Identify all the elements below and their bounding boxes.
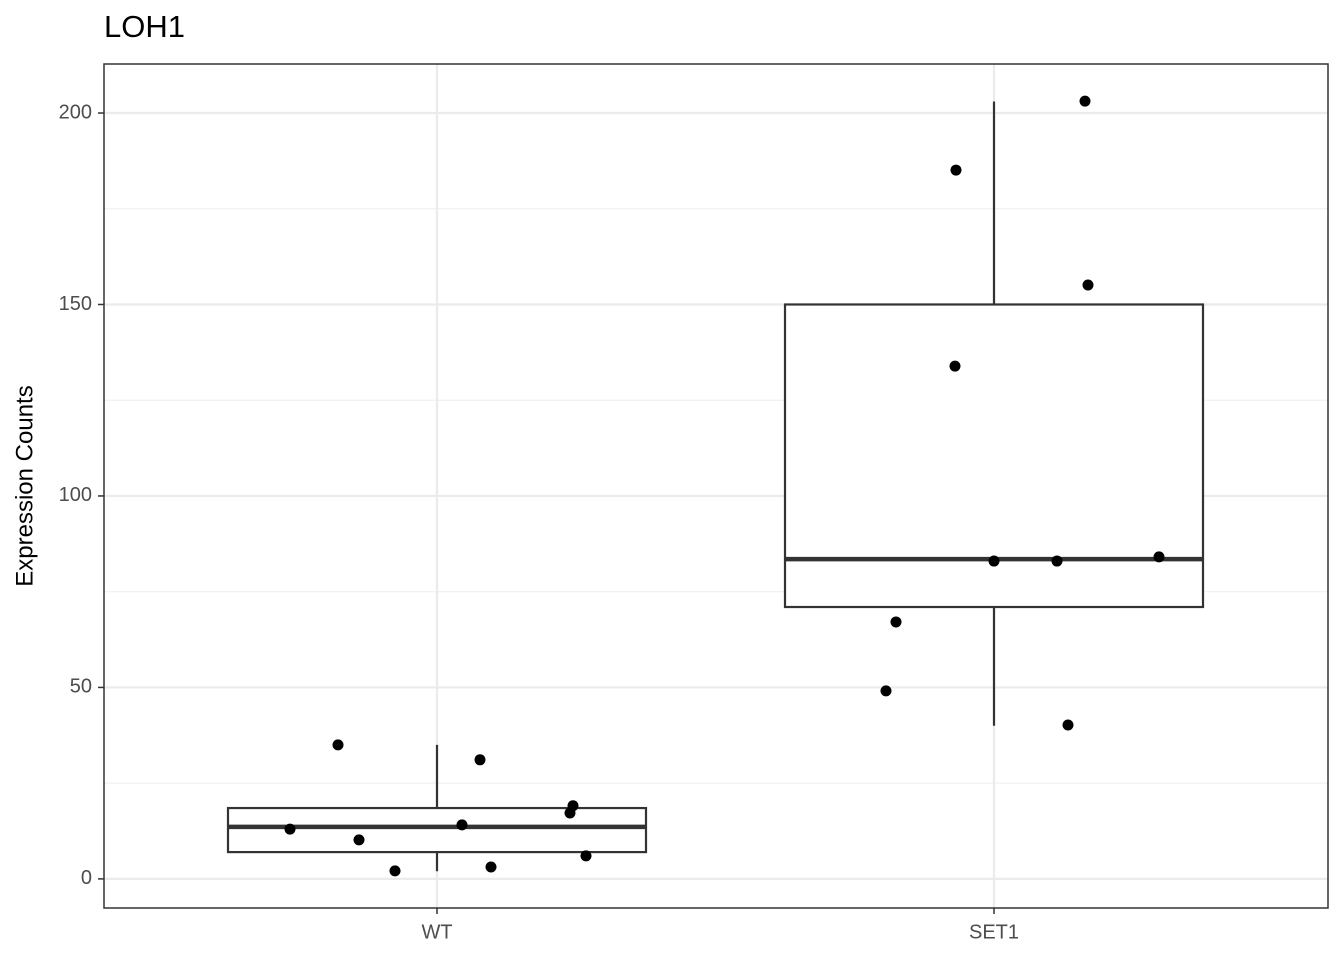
point bbox=[456, 819, 468, 831]
point bbox=[1153, 551, 1165, 563]
box bbox=[226, 806, 648, 854]
x-tick-label: WT bbox=[421, 921, 452, 943]
point bbox=[284, 823, 296, 835]
point bbox=[474, 754, 486, 766]
point bbox=[1062, 719, 1074, 731]
point bbox=[485, 861, 497, 873]
y-axis-label: Expression Counts bbox=[11, 385, 38, 586]
point bbox=[567, 800, 579, 812]
point bbox=[353, 834, 365, 846]
y-tick-label: 50 bbox=[70, 676, 92, 698]
y-tick-label: 150 bbox=[59, 293, 92, 315]
point bbox=[389, 865, 401, 877]
y-tick-label: 200 bbox=[59, 101, 92, 123]
y-tick-label: 100 bbox=[59, 484, 92, 506]
point bbox=[890, 616, 902, 628]
point bbox=[1079, 95, 1091, 107]
point bbox=[880, 685, 892, 697]
point bbox=[1051, 555, 1063, 567]
point bbox=[580, 850, 592, 862]
point bbox=[1082, 279, 1094, 291]
chart-title: LOH1 bbox=[104, 9, 185, 44]
point bbox=[949, 360, 961, 372]
point bbox=[988, 555, 1000, 567]
point bbox=[332, 739, 344, 751]
point bbox=[950, 164, 962, 176]
y-tick-label: 0 bbox=[81, 867, 92, 889]
panel-border bbox=[103, 63, 1329, 909]
x-tick-label: SET1 bbox=[969, 921, 1019, 943]
